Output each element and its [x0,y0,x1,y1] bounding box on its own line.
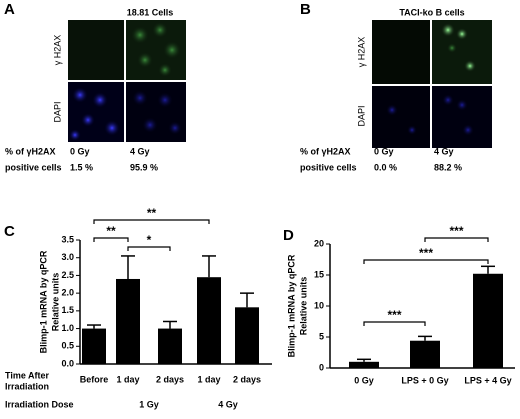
y-tick-label: 1.0 [61,323,74,333]
significance-bracket [363,321,426,326]
panel-letter: C [4,223,15,240]
row-label: DAPI [356,105,366,126]
bar [197,277,221,364]
micrograph [432,86,492,148]
y-axis-label: Relative units [50,273,60,332]
dose: 4 Gy [130,146,150,156]
panel-title: 18.81 Cells [127,7,174,17]
panel-letter: A [4,1,15,18]
y-tick-label: 3.5 [61,234,74,244]
micrograph [372,20,430,84]
significance-label: *** [449,224,463,238]
panel-letter: D [283,227,294,244]
dose: 0 Gy [70,146,90,156]
micrographs-b [372,20,492,148]
x-tick-label: LPS + 0 Gy [401,375,448,385]
bar [116,278,140,364]
y-tick-label: 10 [314,300,324,310]
dose: 0 Gy [374,146,394,156]
x-tick-label: 2 days [156,374,184,384]
y-tick-label: 1.5 [61,305,74,315]
stat-label: % of γH2AX [300,146,351,156]
bar [473,273,503,368]
percent: 88.2 % [434,162,462,172]
panel-letter: B [300,1,311,18]
percent: 95.9 % [130,162,158,172]
x-tick-label: 2 days [233,374,261,384]
y-tick-label: 2.0 [61,288,74,298]
dose: 4 Gy [434,146,454,156]
y-axis-label: Blimp-1 mRNA by qPCR [38,250,48,353]
bar [410,340,440,368]
row-label: γ H2AX [356,37,366,68]
panel-title: TACI-ko B cells [399,7,464,17]
y-axis-label: Blimp-1 mRNA by qPCR [286,254,296,357]
bar [82,328,106,364]
significance-bracket [93,219,210,224]
percent: 1.5 % [70,162,93,172]
significance-label: ** [147,206,157,220]
bar [158,328,182,364]
y-tick-label: 20 [314,238,324,248]
x-tick-label: LPS + 4 Gy [464,375,511,385]
bar [235,307,259,364]
micrographs-a [68,20,186,142]
y-tick-label: 0.0 [61,358,74,368]
group-label: 1 Gy [139,399,159,409]
percent: 0.0 % [374,162,397,172]
y-tick-label: 0 [319,362,324,372]
row-label: Time After [5,370,50,380]
stat-label: positive cells [300,162,357,172]
y-tick-label: 0.5 [61,341,74,351]
x-tick-label: Before [80,374,109,384]
stat-label: % of γH2AX [5,146,56,156]
row-label: Irradiation Dose [5,399,74,409]
significance-label: ** [106,224,116,238]
significance-bracket [424,237,489,242]
significance-bracket [127,246,171,251]
significance-label: * [147,233,152,247]
micrograph [68,20,124,80]
significance-bracket [363,259,489,264]
significance-label: *** [419,246,433,260]
micrograph [372,86,430,148]
row-label: Irradiation [5,381,49,391]
y-tick-label: 2.5 [61,270,74,280]
bar [349,361,379,368]
row-label: γ H2AX [52,35,62,66]
group-label: 4 Gy [218,399,238,409]
stat-label: positive cells [5,162,62,172]
x-tick-label: 1 day [116,374,139,384]
significance-label: *** [387,308,401,322]
y-tick-label: 5 [319,331,324,341]
x-tick-label: 0 Gy [354,375,374,385]
y-axis-label: Relative units [298,277,308,336]
row-label: DAPI [52,101,62,122]
y-tick-label: 15 [314,269,324,279]
x-tick-label: 1 day [197,374,220,384]
significance-bracket [93,237,129,242]
y-tick-label: 3.0 [61,252,74,262]
